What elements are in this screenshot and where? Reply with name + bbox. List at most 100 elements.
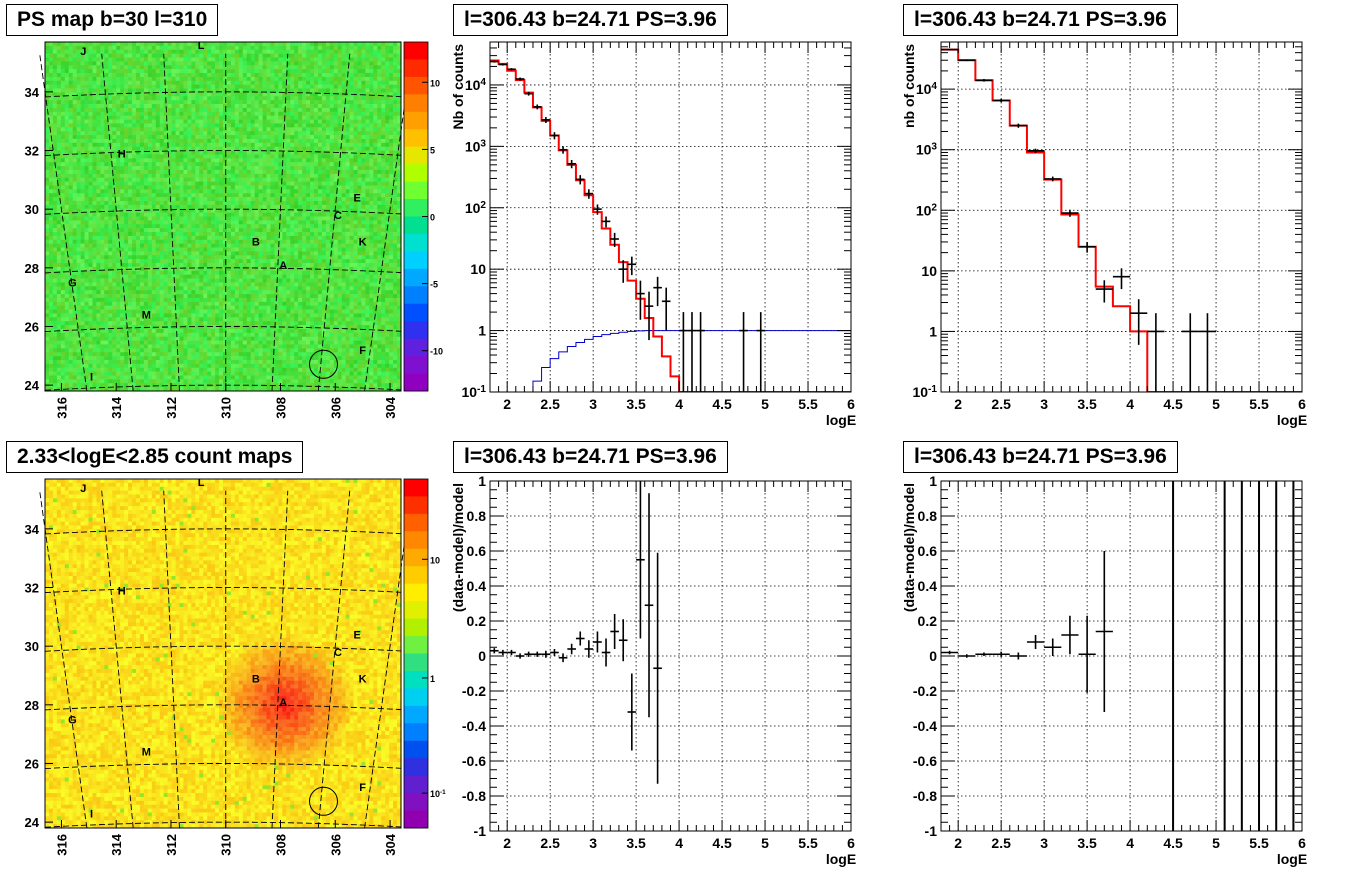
map-pixel xyxy=(132,92,137,97)
map-pixel xyxy=(349,232,354,237)
map-pixel xyxy=(68,247,73,252)
map-pixel xyxy=(132,150,137,155)
map-pixel xyxy=(191,204,196,210)
map-pixel xyxy=(278,166,283,171)
map-pixel xyxy=(128,138,133,144)
map-pixel xyxy=(45,53,50,58)
map-pixel xyxy=(100,220,105,225)
map-pixel xyxy=(369,228,374,233)
map-pixel xyxy=(361,169,366,175)
map-pixel xyxy=(234,220,240,225)
map-pixel xyxy=(72,45,77,51)
map-pixel xyxy=(278,193,283,198)
map-pixel xyxy=(96,142,101,147)
map-pixel xyxy=(226,177,232,182)
map-pixel xyxy=(108,65,113,70)
map-pixel xyxy=(219,127,224,132)
map-pixel xyxy=(361,42,366,47)
map-pixel xyxy=(317,247,323,252)
map-pixel xyxy=(385,53,390,58)
map-pixel xyxy=(377,247,382,252)
map-pixel xyxy=(104,232,109,237)
map-pixel xyxy=(211,80,216,85)
map-pixel xyxy=(159,243,164,248)
map-pixel xyxy=(116,53,121,58)
map-pixel xyxy=(116,169,121,175)
map-pixel xyxy=(349,212,354,217)
map-pixel xyxy=(128,243,133,248)
map-pixel xyxy=(282,45,287,51)
map-pixel xyxy=(80,100,85,105)
map-pixel xyxy=(337,239,342,244)
map-pixel xyxy=(381,243,386,248)
map-pixel xyxy=(211,247,216,252)
map-pixel xyxy=(143,232,149,237)
map-pixel xyxy=(132,243,137,248)
map-pixel xyxy=(325,107,331,113)
map-pixel xyxy=(266,96,271,101)
map-pixel xyxy=(223,135,228,140)
map-pixel xyxy=(135,92,141,97)
map-pixel xyxy=(223,251,228,256)
map-pixel xyxy=(215,111,220,116)
map-pixel xyxy=(183,76,188,82)
map-pixel xyxy=(48,197,54,202)
map-pixel xyxy=(191,42,196,47)
map-pixel xyxy=(353,131,358,136)
map-pixel xyxy=(270,65,275,70)
map-pixel xyxy=(337,177,342,182)
map-pixel xyxy=(397,208,402,213)
map-pixel xyxy=(365,150,370,155)
map-pixel xyxy=(45,119,50,124)
map-pixel xyxy=(234,88,240,93)
map-pixel xyxy=(397,185,402,190)
map-pixel xyxy=(60,212,66,217)
map-pixel xyxy=(143,162,149,167)
map-pixel xyxy=(45,158,50,163)
map-pixel xyxy=(242,76,248,82)
map-pixel xyxy=(132,61,137,66)
map-pixel xyxy=(199,166,204,171)
map-pixel xyxy=(187,123,192,128)
map-pixel xyxy=(199,243,204,248)
map-pixel xyxy=(60,181,66,186)
map-pixel xyxy=(302,107,307,113)
map-pixel xyxy=(139,243,145,248)
map-pixel xyxy=(223,197,228,202)
map-pixel xyxy=(76,142,81,147)
map-pixel xyxy=(124,173,129,179)
map-pixel xyxy=(329,247,335,252)
map-pixel xyxy=(80,197,85,202)
map-pixel xyxy=(56,185,62,190)
map-pixel xyxy=(163,243,168,248)
map-pixel xyxy=(135,216,141,221)
map-pixel xyxy=(203,80,208,85)
map-pixel xyxy=(183,212,188,217)
map-pixel xyxy=(207,111,212,116)
map-pixel xyxy=(298,243,303,248)
map-pixel xyxy=(337,135,342,140)
map-pixel xyxy=(147,73,153,78)
map-pixel xyxy=(116,158,121,163)
map-pixel xyxy=(290,208,295,213)
map-pixel xyxy=(345,127,350,132)
map-pixel xyxy=(381,177,386,182)
map-pixel xyxy=(72,158,77,163)
map-pixel xyxy=(333,65,339,70)
map-pixel xyxy=(179,92,184,97)
map-pixel xyxy=(124,138,129,144)
map-pixel xyxy=(369,96,374,101)
map-pixel xyxy=(258,177,263,182)
map-pixel xyxy=(341,96,346,101)
map-pixel xyxy=(381,247,386,252)
map-pixel xyxy=(321,127,327,132)
map-pixel xyxy=(361,111,366,116)
map-pixel xyxy=(302,239,307,244)
map-pixel xyxy=(163,42,168,47)
map-pixel xyxy=(258,119,263,124)
map-pixel xyxy=(353,212,358,217)
map-pixel xyxy=(80,53,85,58)
map-pixel xyxy=(128,216,133,221)
map-pixel xyxy=(377,173,382,179)
map-pixel xyxy=(365,115,370,120)
